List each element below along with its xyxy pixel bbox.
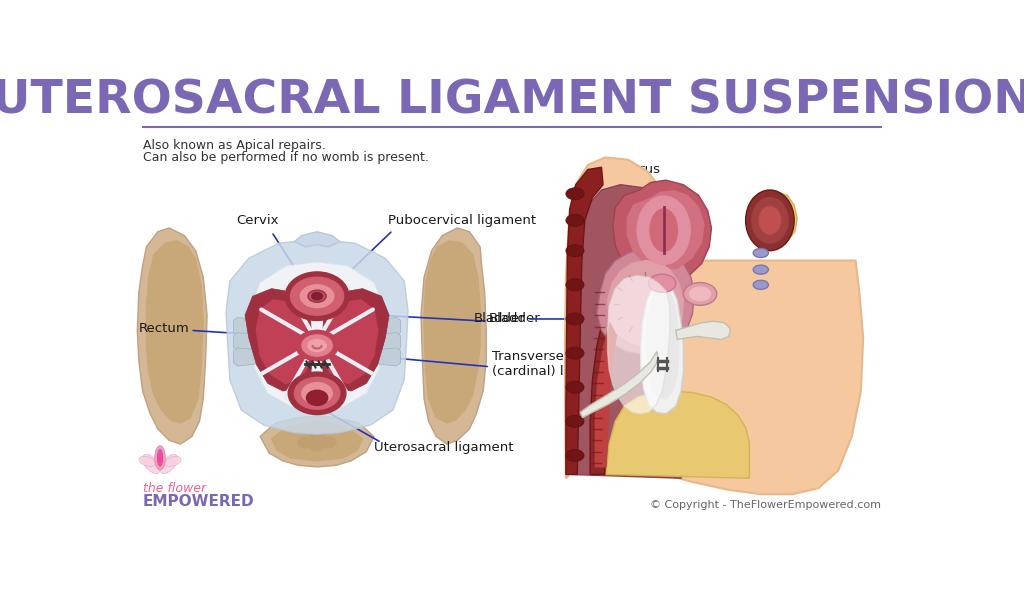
Ellipse shape [165,456,181,467]
Ellipse shape [566,449,584,461]
Text: Bladder: Bladder [489,313,541,325]
Text: Can also be performed if no womb is present.: Can also be performed if no womb is pres… [142,151,428,164]
Polygon shape [628,191,703,269]
Ellipse shape [566,415,584,427]
Polygon shape [250,262,384,409]
Text: Pubocervical ligament: Pubocervical ligament [388,214,536,227]
Polygon shape [374,348,400,366]
Polygon shape [321,289,389,391]
Ellipse shape [752,197,788,243]
Ellipse shape [648,274,676,292]
Text: UTEROSACRAL LIGAMENT SUSPENSION: UTEROSACRAL LIGAMENT SUSPENSION [0,79,1024,124]
Ellipse shape [291,277,344,315]
Polygon shape [565,157,863,494]
Ellipse shape [306,390,328,406]
Ellipse shape [745,190,795,251]
Text: Also known as Apical repairs.: Also known as Apical repairs. [142,139,326,152]
Ellipse shape [294,377,340,409]
Polygon shape [256,300,309,383]
Text: EMPOWERED: EMPOWERED [142,494,254,509]
Polygon shape [581,352,658,418]
Polygon shape [595,283,657,467]
Polygon shape [597,248,694,355]
Ellipse shape [759,207,780,234]
Ellipse shape [566,188,584,200]
Polygon shape [226,239,409,434]
Ellipse shape [309,431,325,442]
Polygon shape [233,348,260,366]
Ellipse shape [142,454,160,473]
Polygon shape [233,332,260,351]
Ellipse shape [308,290,327,302]
Ellipse shape [311,292,323,300]
Ellipse shape [160,454,177,473]
Ellipse shape [689,287,711,301]
Polygon shape [647,289,679,398]
Ellipse shape [296,331,338,361]
Ellipse shape [566,381,584,393]
Ellipse shape [298,437,313,448]
Ellipse shape [683,283,717,305]
Ellipse shape [754,265,768,274]
Polygon shape [374,332,400,351]
Polygon shape [137,228,207,444]
Polygon shape [676,321,730,340]
Polygon shape [325,300,378,383]
Polygon shape [271,421,362,461]
Ellipse shape [566,347,584,359]
Ellipse shape [159,452,162,463]
Ellipse shape [566,313,584,325]
Polygon shape [421,228,486,444]
Polygon shape [245,289,313,391]
Polygon shape [607,260,683,346]
Text: the flower: the flower [142,482,206,494]
Text: Uterosacral ligament: Uterosacral ligament [374,442,513,454]
Ellipse shape [302,335,332,356]
Polygon shape [641,283,683,414]
Polygon shape [590,276,659,475]
Text: Uterus: Uterus [616,163,660,176]
Ellipse shape [302,383,332,404]
Polygon shape [233,317,260,335]
Ellipse shape [566,279,584,291]
Ellipse shape [288,372,346,415]
Ellipse shape [308,340,327,352]
Polygon shape [607,276,670,414]
Polygon shape [424,241,480,423]
Ellipse shape [754,248,768,257]
Text: Cervix: Cervix [236,214,279,227]
Ellipse shape [139,456,156,467]
Ellipse shape [300,285,334,308]
Polygon shape [613,180,712,283]
Ellipse shape [637,196,690,265]
Polygon shape [566,167,603,475]
Polygon shape [748,192,798,245]
Ellipse shape [309,440,325,451]
Polygon shape [146,241,204,423]
Text: Rectum: Rectum [139,322,189,335]
Ellipse shape [754,280,768,289]
Ellipse shape [566,214,584,226]
Ellipse shape [321,437,336,448]
Ellipse shape [286,272,349,320]
Ellipse shape [158,449,163,466]
Ellipse shape [650,209,677,251]
Polygon shape [571,185,681,478]
Polygon shape [374,317,400,335]
Polygon shape [606,391,750,478]
Text: © Copyright - TheFlowerEmpowered.com: © Copyright - TheFlowerEmpowered.com [650,500,882,510]
Text: Bladder: Bladder [474,313,525,325]
Text: Transverse cervical
(cardinal) ligament: Transverse cervical (cardinal) ligament [492,350,620,379]
Ellipse shape [155,446,165,470]
Polygon shape [260,416,374,467]
Ellipse shape [566,245,584,257]
Polygon shape [294,232,340,247]
